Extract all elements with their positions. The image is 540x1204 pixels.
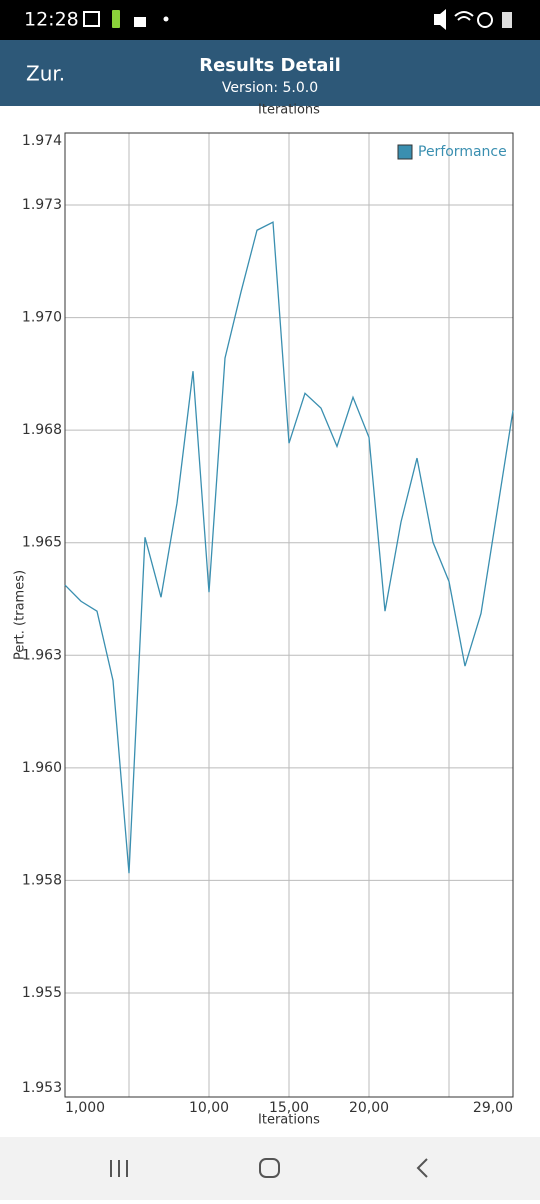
home-button[interactable] xyxy=(259,1158,280,1178)
y-tick-label: 1.960 xyxy=(22,760,62,776)
y-tick-label: 1.970 xyxy=(22,310,62,326)
x-axis-label-top: Iterations xyxy=(258,103,320,118)
legend-label: Performance xyxy=(418,144,507,160)
header-subtitle: Version: 5.0.0 xyxy=(222,80,318,96)
y-tick-label: 1.974 xyxy=(22,133,62,149)
recents-button[interactable] xyxy=(110,1160,128,1177)
y-tick-label: 1.965 xyxy=(22,535,62,551)
dnd-icon xyxy=(477,12,493,28)
x-tick-label: 10,00 xyxy=(189,1100,229,1116)
dot-icon xyxy=(163,16,169,22)
gallery-icon xyxy=(83,11,100,27)
nav-bar xyxy=(0,1137,540,1200)
status-bar xyxy=(0,0,540,40)
y-tick-label: 1.953 xyxy=(22,1080,62,1096)
data-line xyxy=(64,221,514,874)
legend-swatch xyxy=(397,144,413,160)
x-tick-label: 29,00 xyxy=(473,1100,513,1116)
chart: 1.974 1.973 1.970 1.968 1.965 1.963 1.960 1.958… xyxy=(22,132,514,1116)
battery-icon xyxy=(112,10,120,28)
battery-right-icon xyxy=(502,12,512,28)
x-tick-label: 15,00 xyxy=(269,1100,309,1116)
y-tick-label: 1.958 xyxy=(22,872,62,888)
mute-icon xyxy=(434,9,446,30)
y-tick-label: 1.973 xyxy=(22,197,62,213)
plot-frame xyxy=(64,132,514,1098)
back-nav-button[interactable] xyxy=(416,1158,428,1178)
lock-icon xyxy=(134,17,146,27)
y-tick-label: 1.955 xyxy=(22,985,62,1001)
y-axis-label: Pert. (trames) xyxy=(13,570,28,660)
app-header xyxy=(0,40,540,106)
x-axis-label: Iterations xyxy=(258,1113,320,1128)
back-button[interactable]: Zur. xyxy=(26,62,65,86)
x-tick-label: 20,00 xyxy=(349,1100,389,1116)
x-tick-label: 1,000 xyxy=(65,1100,105,1116)
y-tick-label: 1.968 xyxy=(22,422,62,438)
wifi-icon xyxy=(454,11,474,21)
y-tick-label: 1.963 xyxy=(22,647,62,663)
header-title: Results Detail xyxy=(199,55,341,76)
status-time: 12:28 xyxy=(24,9,79,31)
